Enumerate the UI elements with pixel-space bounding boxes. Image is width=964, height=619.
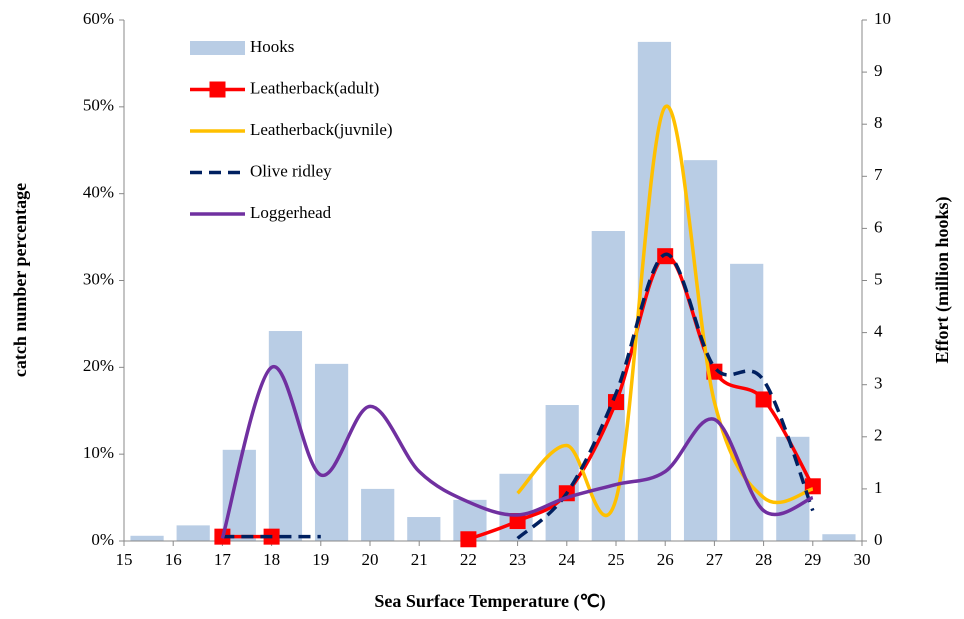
x-tick-label: 26 — [657, 550, 674, 569]
x-tick-label: 29 — [804, 550, 821, 569]
bar — [314, 363, 349, 541]
y-tick-label: 30% — [83, 269, 114, 288]
bar — [545, 405, 579, 541]
x-tick-label: 15 — [116, 550, 133, 569]
y2-tick-label: 3 — [874, 374, 883, 393]
bar — [499, 473, 533, 541]
y2-tick-label: 9 — [874, 61, 883, 80]
series-marker — [509, 513, 526, 530]
legend-label: Olive ridley — [250, 161, 332, 180]
y2-tick-label: 10 — [874, 9, 891, 28]
bar — [268, 331, 303, 541]
x-tick-label: 21 — [411, 550, 428, 569]
y-axis-label: catch number percentage — [10, 183, 30, 377]
y-tick-label: 0% — [91, 530, 114, 549]
bar — [776, 436, 810, 541]
x-tick-label: 22 — [460, 550, 477, 569]
bar — [407, 517, 441, 541]
y-tick-label: 10% — [83, 443, 114, 462]
bar — [176, 525, 210, 541]
y2-tick-label: 5 — [874, 269, 883, 288]
y-tick-label: 60% — [83, 9, 114, 28]
x-tick-label: 28 — [755, 550, 772, 569]
bar — [822, 534, 856, 541]
y-tick-label: 50% — [83, 96, 114, 115]
legend-label: Loggerhead — [250, 203, 332, 222]
series-line — [516, 252, 815, 540]
x-tick-label: 20 — [362, 550, 379, 569]
x-tick-label: 19 — [312, 550, 329, 569]
y2-tick-label: 6 — [874, 217, 883, 236]
y2-axis-label: Effort (million hooks) — [932, 196, 953, 363]
x-tick-label: 23 — [509, 550, 526, 569]
y2-tick-label: 1 — [874, 478, 883, 497]
bar — [130, 535, 164, 541]
y2-tick-label: 2 — [874, 426, 883, 445]
legend-marker — [209, 81, 226, 98]
series-line — [220, 365, 814, 539]
x-tick-label: 16 — [165, 550, 182, 569]
y-tick-label: 40% — [83, 183, 114, 202]
y-tick-label: 20% — [83, 356, 114, 375]
series-marker — [608, 394, 624, 411]
x-axis-label: Sea Surface Temperature (℃) — [374, 591, 605, 612]
legend-label: Hooks — [250, 37, 294, 56]
bar — [361, 488, 395, 541]
x-tick-label: 24 — [558, 550, 576, 569]
y2-tick-label: 4 — [874, 322, 883, 341]
legend-swatch — [190, 41, 245, 55]
bar — [637, 41, 672, 542]
series-marker — [755, 391, 772, 408]
y2-tick-label: 0 — [874, 530, 883, 549]
y2-tick-label: 7 — [874, 165, 883, 184]
x-tick-label: 27 — [706, 550, 724, 569]
x-tick-label: 30 — [854, 550, 871, 569]
legend-label: Leatherback(adult) — [250, 78, 379, 97]
x-tick-label: 18 — [263, 550, 280, 569]
x-tick-label: 25 — [608, 550, 625, 569]
y2-tick-label: 8 — [874, 113, 883, 132]
series-marker — [460, 531, 477, 548]
legend-label: Leatherback(juvnile) — [250, 120, 393, 139]
x-tick-label: 17 — [214, 550, 232, 569]
